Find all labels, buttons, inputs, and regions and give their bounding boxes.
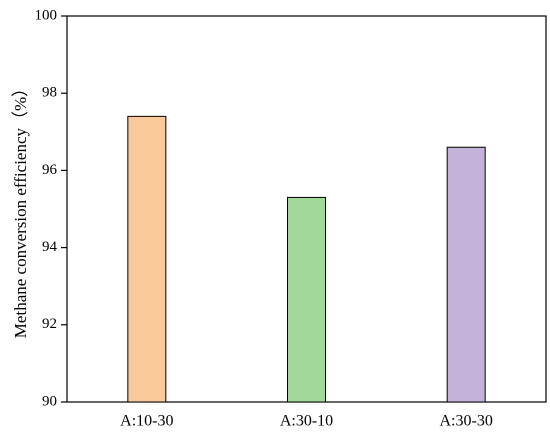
x-tick-label: A:30-10 (280, 413, 333, 430)
x-tick-label: A:30-30 (440, 413, 493, 430)
y-tick-label: 90 (42, 393, 57, 409)
y-tick-label: 96 (42, 162, 58, 178)
y-tick-label: 92 (42, 316, 57, 332)
y-tick-label: 94 (42, 239, 58, 255)
bar (127, 115, 167, 403)
bar (446, 146, 486, 403)
y-axis-label: Methane conversion efficiency（%） (11, 80, 30, 338)
y-tick-label: 98 (42, 85, 57, 101)
y-tick-label: 100 (35, 7, 58, 23)
x-tick-label: A:10-30 (120, 413, 173, 430)
bar (287, 196, 326, 403)
